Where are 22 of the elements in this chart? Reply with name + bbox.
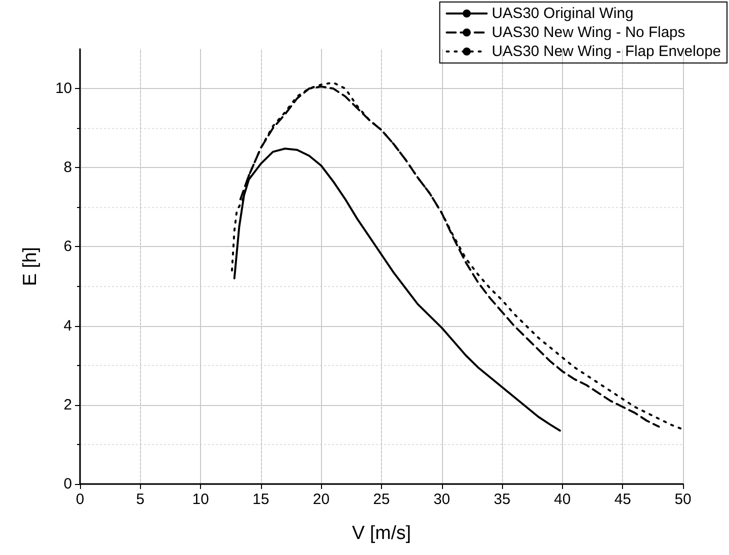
x-axis-title: V [m/s]	[352, 523, 412, 544]
y-tick-label: 2	[64, 396, 72, 414]
y-tick-label: 8	[64, 159, 72, 176]
x-tick-label: 10	[192, 491, 209, 508]
x-tick-label: 50	[674, 491, 692, 508]
x-tick-label: 0	[76, 491, 84, 508]
x-tick-label: 30	[433, 491, 450, 508]
x-tick-label: 45	[614, 491, 632, 508]
x-tick-label: 20	[312, 491, 330, 508]
y-tick-label: 0	[64, 476, 72, 492]
legend-label: UAS30 Original Wing	[492, 5, 634, 22]
x-tick-label: 35	[494, 491, 510, 508]
x-tick-label: 25	[373, 491, 390, 508]
legend-label: UAS30 New Wing - No Flaps	[492, 24, 686, 41]
y-axis-title: E [h]	[20, 246, 41, 286]
x-tick-label: 15	[252, 491, 270, 508]
x-tick-label: 40	[554, 491, 571, 508]
legend-label: UAS30 New Wing - Flap Envelope	[492, 43, 722, 60]
x-tick-label: 5	[136, 491, 144, 508]
y-tick-label: 4	[64, 317, 72, 334]
y-tick-label: 6	[64, 238, 72, 256]
y-tick-label: 10	[55, 80, 72, 98]
